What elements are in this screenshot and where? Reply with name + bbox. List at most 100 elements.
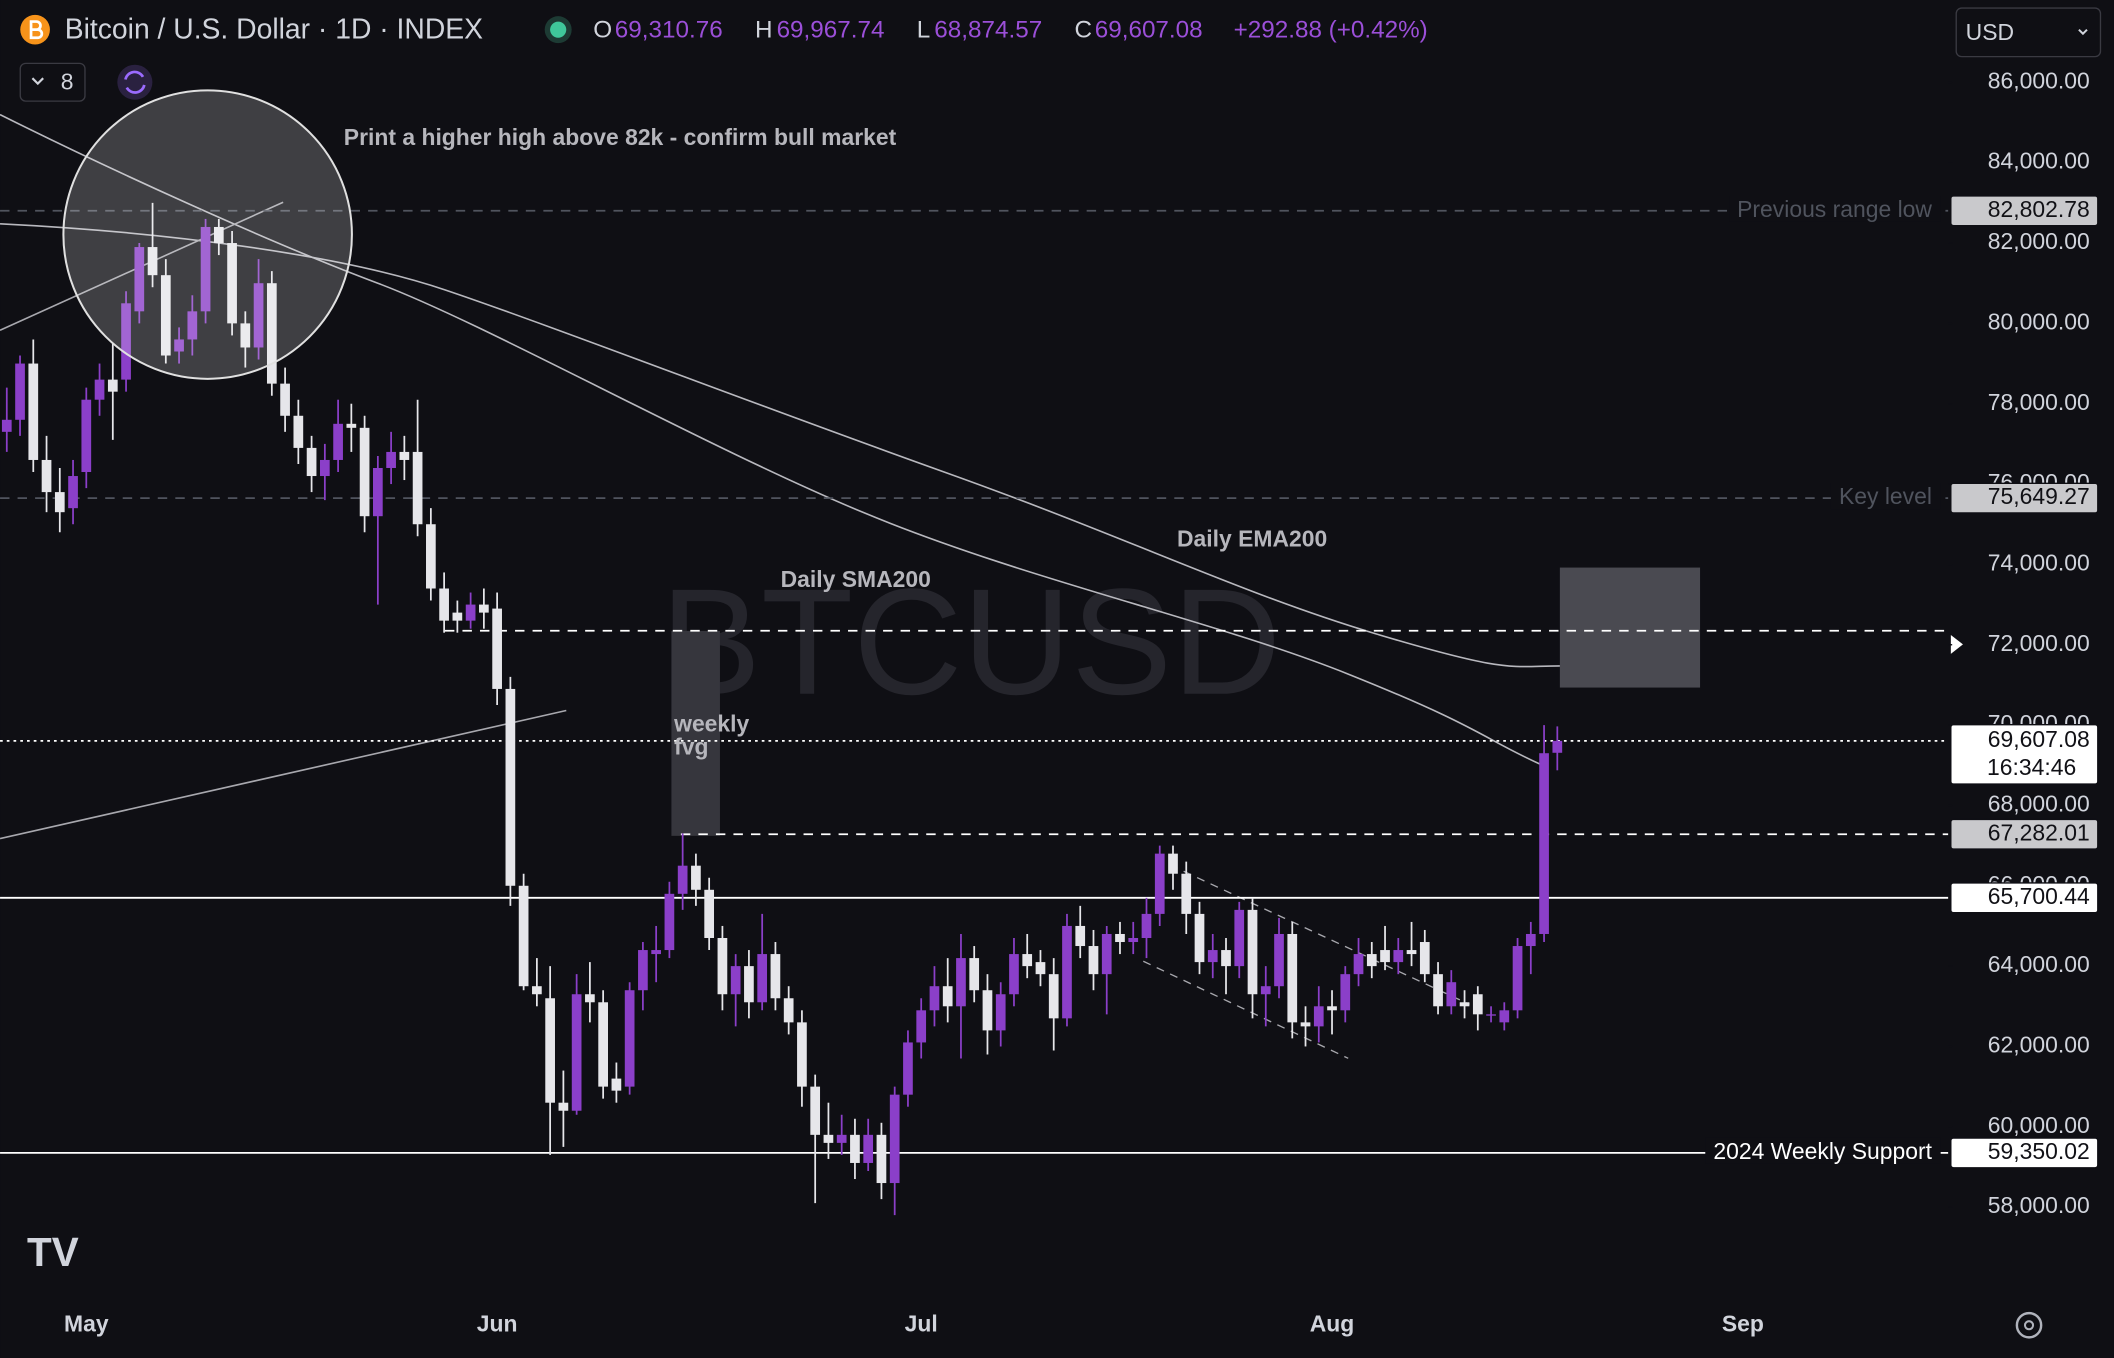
ohlc-key: L [917,16,931,43]
candle-body [54,492,65,513]
candle-body [942,986,953,1007]
candle-body [1300,1022,1311,1027]
candle-body [1154,853,1165,914]
candle-body [903,1042,913,1095]
sync-button[interactable] [117,64,153,100]
candle-body [1327,1006,1337,1011]
candle-body [306,447,317,477]
currency-select[interactable]: USD [1955,7,2102,58]
candle-body [638,950,648,991]
x-tick-label: May [64,1310,109,1336]
candle-body [187,311,198,340]
currency: USD [1966,19,2014,45]
price-label-box [1950,1137,2099,1169]
candle-body [1115,933,1125,943]
x-tick-label: Jun [477,1310,518,1336]
candle-body [1221,950,1231,967]
candle-body [1499,1010,1510,1023]
candle-body [823,1134,834,1143]
candle-body [386,451,396,468]
y-tick-label: 74,000.00 [1988,549,2090,575]
candle-body [1075,925,1086,947]
candle-body [1035,962,1046,975]
y-tick-label: 82,000.00 [1988,228,2090,254]
candle-body [1393,950,1404,963]
candle-body [1141,913,1152,939]
indicator-count: 8 [61,69,74,95]
price-label-box [1950,482,2099,514]
candle-body [532,986,542,995]
candle-body [836,1134,847,1143]
y-tick-label: 78,000.00 [1988,389,2090,415]
candle-body [969,958,980,991]
candle-body [200,226,211,312]
candle-body [995,994,1006,1031]
price-label-box [1950,195,2099,227]
candle-body [1313,1006,1324,1027]
candle-body [1459,1002,1470,1007]
candle-body [1472,994,1483,1015]
candle-body [1353,954,1364,975]
ema200-line [0,222,1560,668]
candle-body [1022,954,1033,967]
candle-body [1247,909,1258,995]
candle-body [982,990,993,1031]
candle-body [717,938,728,995]
candle-body [121,303,131,380]
candle-body [1419,942,1430,975]
level-name-bg [1729,195,1941,222]
price-label-box [1950,818,2099,850]
candle-body [280,383,290,416]
candle-body [439,588,449,621]
candle-body [1380,950,1390,963]
trendline [0,709,567,840]
ohlc-key: H [755,16,773,43]
candle-body [399,451,410,460]
x-tick-label: Aug [1310,1310,1355,1336]
highlight-circle [62,89,353,380]
candle-body [783,998,794,1023]
ohlc-value: 69,310.76 [615,16,723,43]
candle-body [1512,946,1523,1011]
toggle-box [19,62,86,102]
axes: 58,000.0060,000.0062,000.0064,000.0066,0… [64,67,2099,1336]
level-name: Key level [1839,483,1932,509]
candle-body [611,1078,622,1091]
candle-body [452,612,463,621]
candle-body [876,1134,887,1184]
price-label: 67,282.01 [1988,819,2090,845]
annotation: fvg [674,733,708,759]
ohlc-key: O [593,16,612,43]
candle-body [1486,1014,1496,1016]
candle-body [492,608,502,689]
candles [1,202,1563,1216]
candle-body [147,247,158,276]
annotation: Daily SMA200 [781,566,931,592]
candle-body [107,379,118,392]
candle-body [319,459,330,477]
indicator-toggle[interactable]: 8 [19,62,86,102]
level-name-bg [1830,483,1941,510]
logo: TV [27,1229,79,1275]
candle-body [68,476,78,509]
candle-body [1446,982,1457,1007]
annotation: Print a higher high above 82k - confirm … [344,124,897,150]
y-tick-label: 60,000.00 [1988,1112,2090,1138]
settings-icon[interactable] [2015,1311,2043,1339]
candle-body [81,399,92,473]
select-box [1955,7,2102,58]
candle-body [744,966,754,1003]
candle-body [160,275,171,356]
y-tick-label: 86,000.00 [1988,67,2090,93]
candle-body [850,1134,860,1163]
sync-icon [124,70,146,94]
candle-body [956,958,966,1007]
candle-body [1128,938,1139,943]
candle-body [372,467,383,517]
candle-body [1406,950,1417,955]
candle-body [797,1022,807,1087]
candle-body [1101,933,1112,975]
candle-body [1207,950,1218,963]
